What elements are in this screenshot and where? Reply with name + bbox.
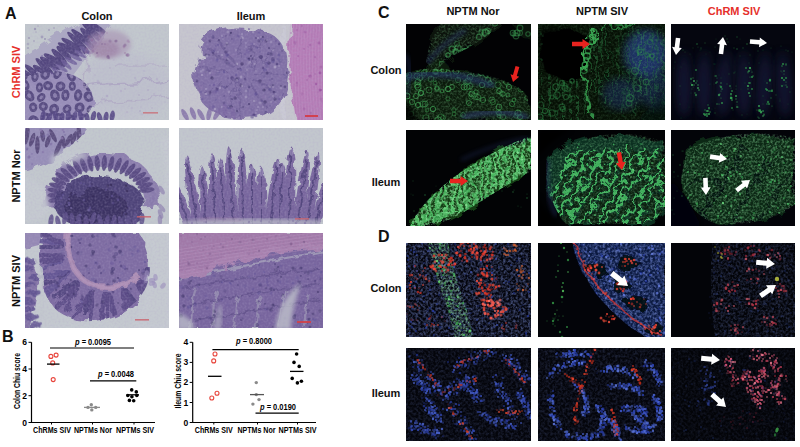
svg-text:4: 4 [22,364,27,374]
svg-text:2: 2 [22,391,27,401]
svg-text:2: 2 [183,377,188,387]
svg-text:0: 0 [183,418,188,428]
svg-text:NPTMs Nor: NPTMs Nor [238,425,277,435]
svg-text:p = 0.0095: p = 0.0095 [74,337,111,347]
svg-text:NPTMs SIV: NPTMs SIV [279,425,317,435]
svg-text:NPTMs SIV: NPTMs SIV [116,425,154,435]
svg-text:p = 0.0190: p = 0.0190 [259,402,296,412]
svg-text:p = 0.8000: p = 0.8000 [235,336,272,346]
svg-text:1: 1 [183,398,188,408]
svg-text:3: 3 [183,357,188,367]
svg-text:Colon Chiu score: Colon Chiu score [12,353,22,409]
svg-text:0: 0 [22,418,27,428]
svg-text:ChRMs SIV: ChRMs SIV [33,425,71,435]
svg-text:ChRMs SIV: ChRMs SIV [195,425,233,435]
svg-text:Ileum Chiu score: Ileum Chiu score [173,353,183,408]
svg-text:4: 4 [183,337,188,347]
svg-text:NPTMs Nor: NPTMs Nor [74,425,113,435]
svg-text:p = 0.0048: p = 0.0048 [97,369,134,379]
svg-text:6: 6 [22,337,27,347]
